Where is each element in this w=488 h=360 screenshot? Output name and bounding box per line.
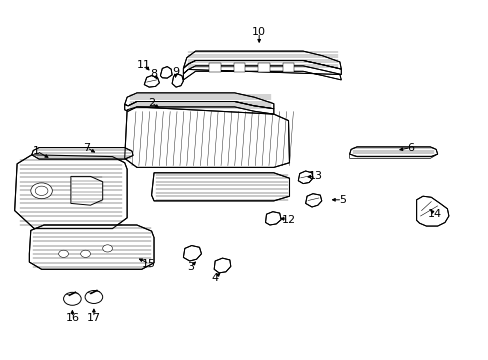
Polygon shape [416, 196, 448, 226]
Text: 5: 5 [338, 195, 345, 205]
Bar [258, 63, 269, 72]
Bar [233, 63, 245, 72]
Polygon shape [32, 148, 133, 159]
Text: 14: 14 [427, 209, 441, 219]
Polygon shape [29, 225, 154, 269]
Polygon shape [124, 93, 273, 109]
Polygon shape [265, 212, 281, 225]
Circle shape [35, 186, 48, 195]
Circle shape [63, 292, 81, 305]
Text: 3: 3 [187, 262, 194, 272]
Text: 6: 6 [407, 143, 413, 153]
Polygon shape [183, 51, 341, 69]
Polygon shape [144, 76, 159, 87]
Text: 11: 11 [137, 60, 151, 70]
Polygon shape [15, 155, 127, 229]
Polygon shape [349, 147, 437, 157]
Text: 17: 17 [87, 312, 101, 323]
Polygon shape [71, 176, 102, 205]
Text: 13: 13 [308, 171, 322, 181]
Polygon shape [214, 258, 230, 273]
Text: 2: 2 [148, 98, 155, 108]
Bar [282, 63, 294, 72]
Text: 10: 10 [252, 27, 265, 37]
Text: 8: 8 [150, 69, 157, 79]
Polygon shape [183, 60, 341, 75]
Polygon shape [172, 74, 183, 87]
Polygon shape [151, 173, 289, 201]
Polygon shape [124, 102, 273, 114]
Circle shape [102, 245, 112, 252]
Text: 12: 12 [281, 215, 295, 225]
Polygon shape [298, 171, 312, 184]
Bar [209, 63, 221, 72]
Circle shape [81, 250, 90, 257]
Circle shape [59, 250, 68, 257]
Text: 4: 4 [211, 273, 218, 283]
Text: 9: 9 [172, 67, 179, 77]
Polygon shape [183, 69, 341, 80]
Polygon shape [183, 246, 201, 261]
Circle shape [85, 291, 102, 303]
Text: 16: 16 [65, 312, 79, 323]
Circle shape [31, 183, 52, 199]
Text: 7: 7 [83, 143, 90, 153]
Polygon shape [160, 67, 172, 78]
Polygon shape [124, 107, 289, 167]
Polygon shape [305, 194, 321, 207]
Text: 1: 1 [33, 146, 40, 156]
Text: 15: 15 [142, 258, 156, 269]
